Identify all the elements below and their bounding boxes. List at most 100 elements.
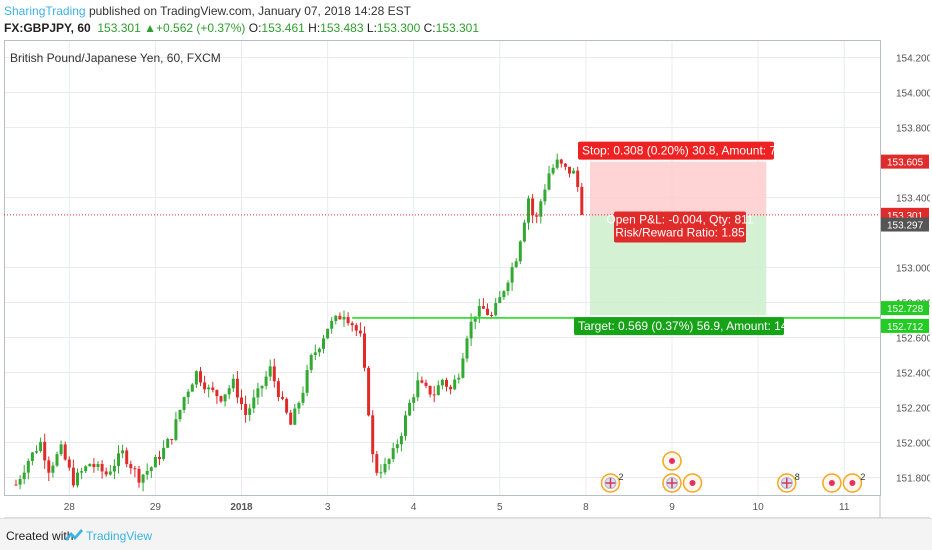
candle-body (55, 454, 59, 466)
candle-body (473, 316, 477, 322)
candle-body (158, 457, 161, 459)
candle-body (445, 379, 448, 387)
candle-body (477, 306, 481, 317)
plot-frame (4, 40, 881, 496)
candle-body (227, 388, 231, 395)
candle-body (174, 419, 178, 440)
candle-body (457, 377, 461, 380)
candle-body (235, 378, 239, 398)
price-label: 153.301 (887, 211, 924, 222)
symbol-label[interactable]: FX:GBPJPY, 60 (4, 21, 91, 35)
candle-body (194, 371, 198, 385)
stop-zone[interactable] (590, 161, 767, 216)
candle-body (383, 463, 387, 473)
open-label: O: (248, 21, 262, 35)
price-label-bg (881, 318, 929, 333)
candle-body (399, 435, 403, 445)
candle-body (244, 404, 248, 415)
candle-body (117, 453, 120, 466)
candle-body (100, 463, 104, 472)
candle-body (358, 330, 362, 334)
target-label-bg (574, 317, 784, 336)
candle-body (256, 388, 260, 398)
candle-body (387, 459, 391, 464)
x-tick-label: 9 (669, 502, 675, 513)
candle-body (248, 408, 252, 415)
candle-body (342, 316, 346, 320)
candle-body (531, 198, 535, 216)
candle-body (80, 471, 84, 473)
pnl-label-bg (614, 211, 746, 243)
candle-body (305, 369, 309, 393)
candle-body (555, 159, 559, 168)
x-tick-label: 3 (325, 502, 331, 513)
x-tick-label: 2018 (230, 502, 253, 513)
author-link[interactable]: SharingTrading (4, 4, 86, 18)
stop-label-bg (578, 141, 774, 160)
candle-body (551, 167, 555, 174)
candle-body (502, 291, 506, 298)
candle-body (153, 457, 157, 468)
event-dot-icon (689, 480, 696, 486)
candle-body (186, 391, 190, 398)
candle-body (141, 474, 145, 483)
x-tick-label: 11 (839, 502, 850, 513)
candle-body (276, 381, 280, 398)
candle-body (518, 241, 522, 262)
low-value: 153.300 (376, 21, 421, 35)
x-tick-label: 4 (411, 502, 417, 513)
candle-body (203, 382, 207, 390)
candle-body (338, 315, 342, 320)
candle-body (264, 376, 268, 386)
candle-body (281, 397, 284, 399)
candle-body (59, 444, 63, 455)
candle-body (449, 386, 453, 390)
event-dot-icon (669, 458, 675, 464)
candle-body (371, 415, 375, 455)
candle-body (572, 170, 576, 174)
tradingview-logo-icon (65, 529, 83, 541)
candle-body (432, 394, 436, 396)
candle-body (350, 323, 354, 326)
candle-body (535, 215, 539, 217)
event-dot-icon (828, 480, 835, 486)
candle-body (215, 390, 219, 397)
candle-body (137, 468, 141, 483)
y-tick-label: 152.200 (896, 404, 930, 415)
candle-body (240, 397, 243, 405)
candle-body (22, 472, 26, 480)
event-dot-icon (849, 480, 856, 486)
candle-body (108, 471, 112, 475)
price-label-bg (881, 154, 929, 169)
candle-body (469, 321, 473, 339)
header-bar: SharingTrading published on TradingView.… (0, 0, 932, 40)
candle-body (453, 379, 457, 390)
pnl-label: Open P&L: -0.004, Qty: 811 (606, 213, 754, 227)
candle-body (125, 450, 129, 465)
candle-body (129, 464, 133, 469)
candle-body (297, 402, 301, 409)
candle-body (178, 409, 182, 420)
candle-body (440, 379, 444, 386)
event-count: 2 (619, 472, 624, 482)
publish-info: SharingTrading published on TradingView.… (4, 4, 411, 18)
candle-body (334, 315, 338, 321)
y-tick-label: 153.000 (896, 264, 930, 275)
candle-body (375, 454, 379, 473)
candle-body (416, 380, 420, 398)
candle-body (428, 385, 432, 395)
candle-body (326, 328, 330, 339)
candle-body (322, 338, 325, 349)
candle-body (162, 447, 166, 459)
chart-area[interactable]: British Pound/Japanese Yen, 60, FXCM Stop… (4, 40, 932, 519)
price-label: 152.712 (887, 322, 924, 333)
tradingview-brand[interactable]: TradingView (86, 529, 153, 543)
candle-body (498, 297, 502, 304)
high-label: H: (308, 21, 321, 35)
candle-body (199, 371, 202, 383)
created-with-text: Created with (6, 529, 74, 543)
candle-body (395, 444, 399, 449)
candle-body (260, 385, 264, 389)
price-chart[interactable]: British Pound/Japanese Yen, 60, FXCM Stop… (4, 40, 932, 519)
candle-body (207, 387, 211, 390)
